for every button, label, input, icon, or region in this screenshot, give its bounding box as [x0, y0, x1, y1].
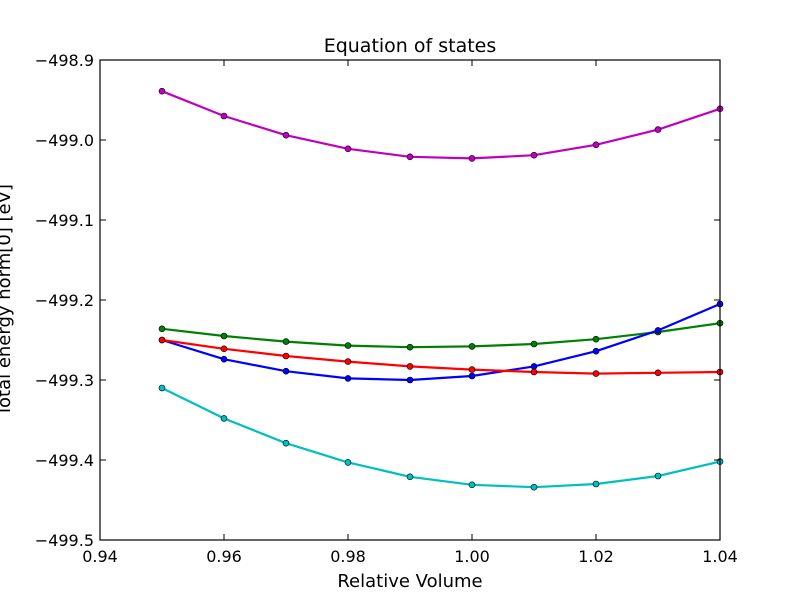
series-1-point — [158, 325, 166, 333]
chart-title: Equation of states — [324, 35, 497, 57]
series-0-point — [654, 126, 662, 133]
series-line-1 — [161, 322, 721, 349]
plot-frame — [99, 59, 721, 541]
series-1-point — [406, 343, 414, 351]
series-0-point — [344, 145, 352, 153]
series-2-point — [654, 327, 662, 334]
series-line-3 — [161, 338, 721, 375]
series-4-point — [282, 439, 290, 447]
x-tick-label: 1.00 — [454, 547, 490, 566]
series-2-point — [282, 367, 290, 375]
x-tick-label: 0.98 — [330, 547, 366, 566]
x-tick-label: 0.96 — [206, 547, 242, 566]
x-tick-label: 1.02 — [578, 547, 614, 566]
series-1-point — [530, 340, 538, 348]
series-3-point — [468, 366, 476, 373]
series-layer — [158, 87, 724, 491]
series-4-point — [468, 481, 476, 489]
x-axis-label: Relative Volume — [337, 571, 482, 592]
series-1-point — [468, 343, 476, 350]
series-4-point — [158, 384, 166, 392]
series-3-point — [220, 345, 228, 353]
series-2-point — [530, 363, 538, 370]
series-4-point — [406, 473, 414, 481]
series-4-point — [344, 459, 352, 466]
y-tick-label: −499.1 — [35, 211, 94, 230]
series-2-point — [468, 372, 476, 380]
series-4-point — [530, 483, 538, 491]
series-1-point — [344, 342, 352, 349]
series-2-point — [220, 355, 228, 363]
x-tick-label: 0.94 — [82, 547, 118, 566]
series-3-point — [158, 336, 166, 344]
series-4-point — [654, 472, 662, 480]
series-2-point — [344, 375, 352, 382]
series-3-point — [282, 352, 290, 360]
series-3-point — [654, 369, 662, 377]
series-3-point — [344, 358, 352, 365]
series-0-point — [158, 87, 166, 95]
series-0-point — [406, 153, 414, 161]
series-3-point — [530, 368, 538, 376]
series-1-point — [282, 338, 290, 345]
series-0-point — [282, 131, 290, 139]
series-4-point — [592, 480, 600, 488]
series-1-point — [220, 332, 228, 340]
series-2-point — [592, 347, 600, 355]
series-0-point — [530, 151, 538, 159]
series-1-point — [592, 335, 600, 343]
series-0-point — [220, 112, 228, 120]
y-tick-label: −499.2 — [35, 291, 94, 310]
series-line-0 — [161, 90, 721, 160]
series-4-point — [220, 415, 228, 422]
series-line-4 — [161, 387, 721, 489]
series-0-point — [468, 155, 476, 162]
y-tick-label: −499.0 — [35, 131, 94, 150]
tick-layer: 0.94 0.96 0.98 1.00 1.02 1.04 −499.5 −499.4 −499… — [35, 51, 738, 566]
series-line-2 — [161, 302, 721, 382]
series-3-point — [406, 363, 414, 370]
y-tick-label: −498.9 — [35, 51, 94, 70]
y-tick-label: −499.5 — [35, 531, 94, 550]
y-tick-label: −499.4 — [35, 451, 94, 470]
y-tick-label: −499.3 — [35, 371, 94, 390]
series-3-point — [592, 370, 600, 377]
x-tick-label: 1.04 — [702, 547, 738, 566]
y-axis-label: Total energy norm[0] [eV] — [0, 184, 15, 417]
series-0-point — [592, 141, 600, 149]
series-2-point — [406, 376, 414, 384]
